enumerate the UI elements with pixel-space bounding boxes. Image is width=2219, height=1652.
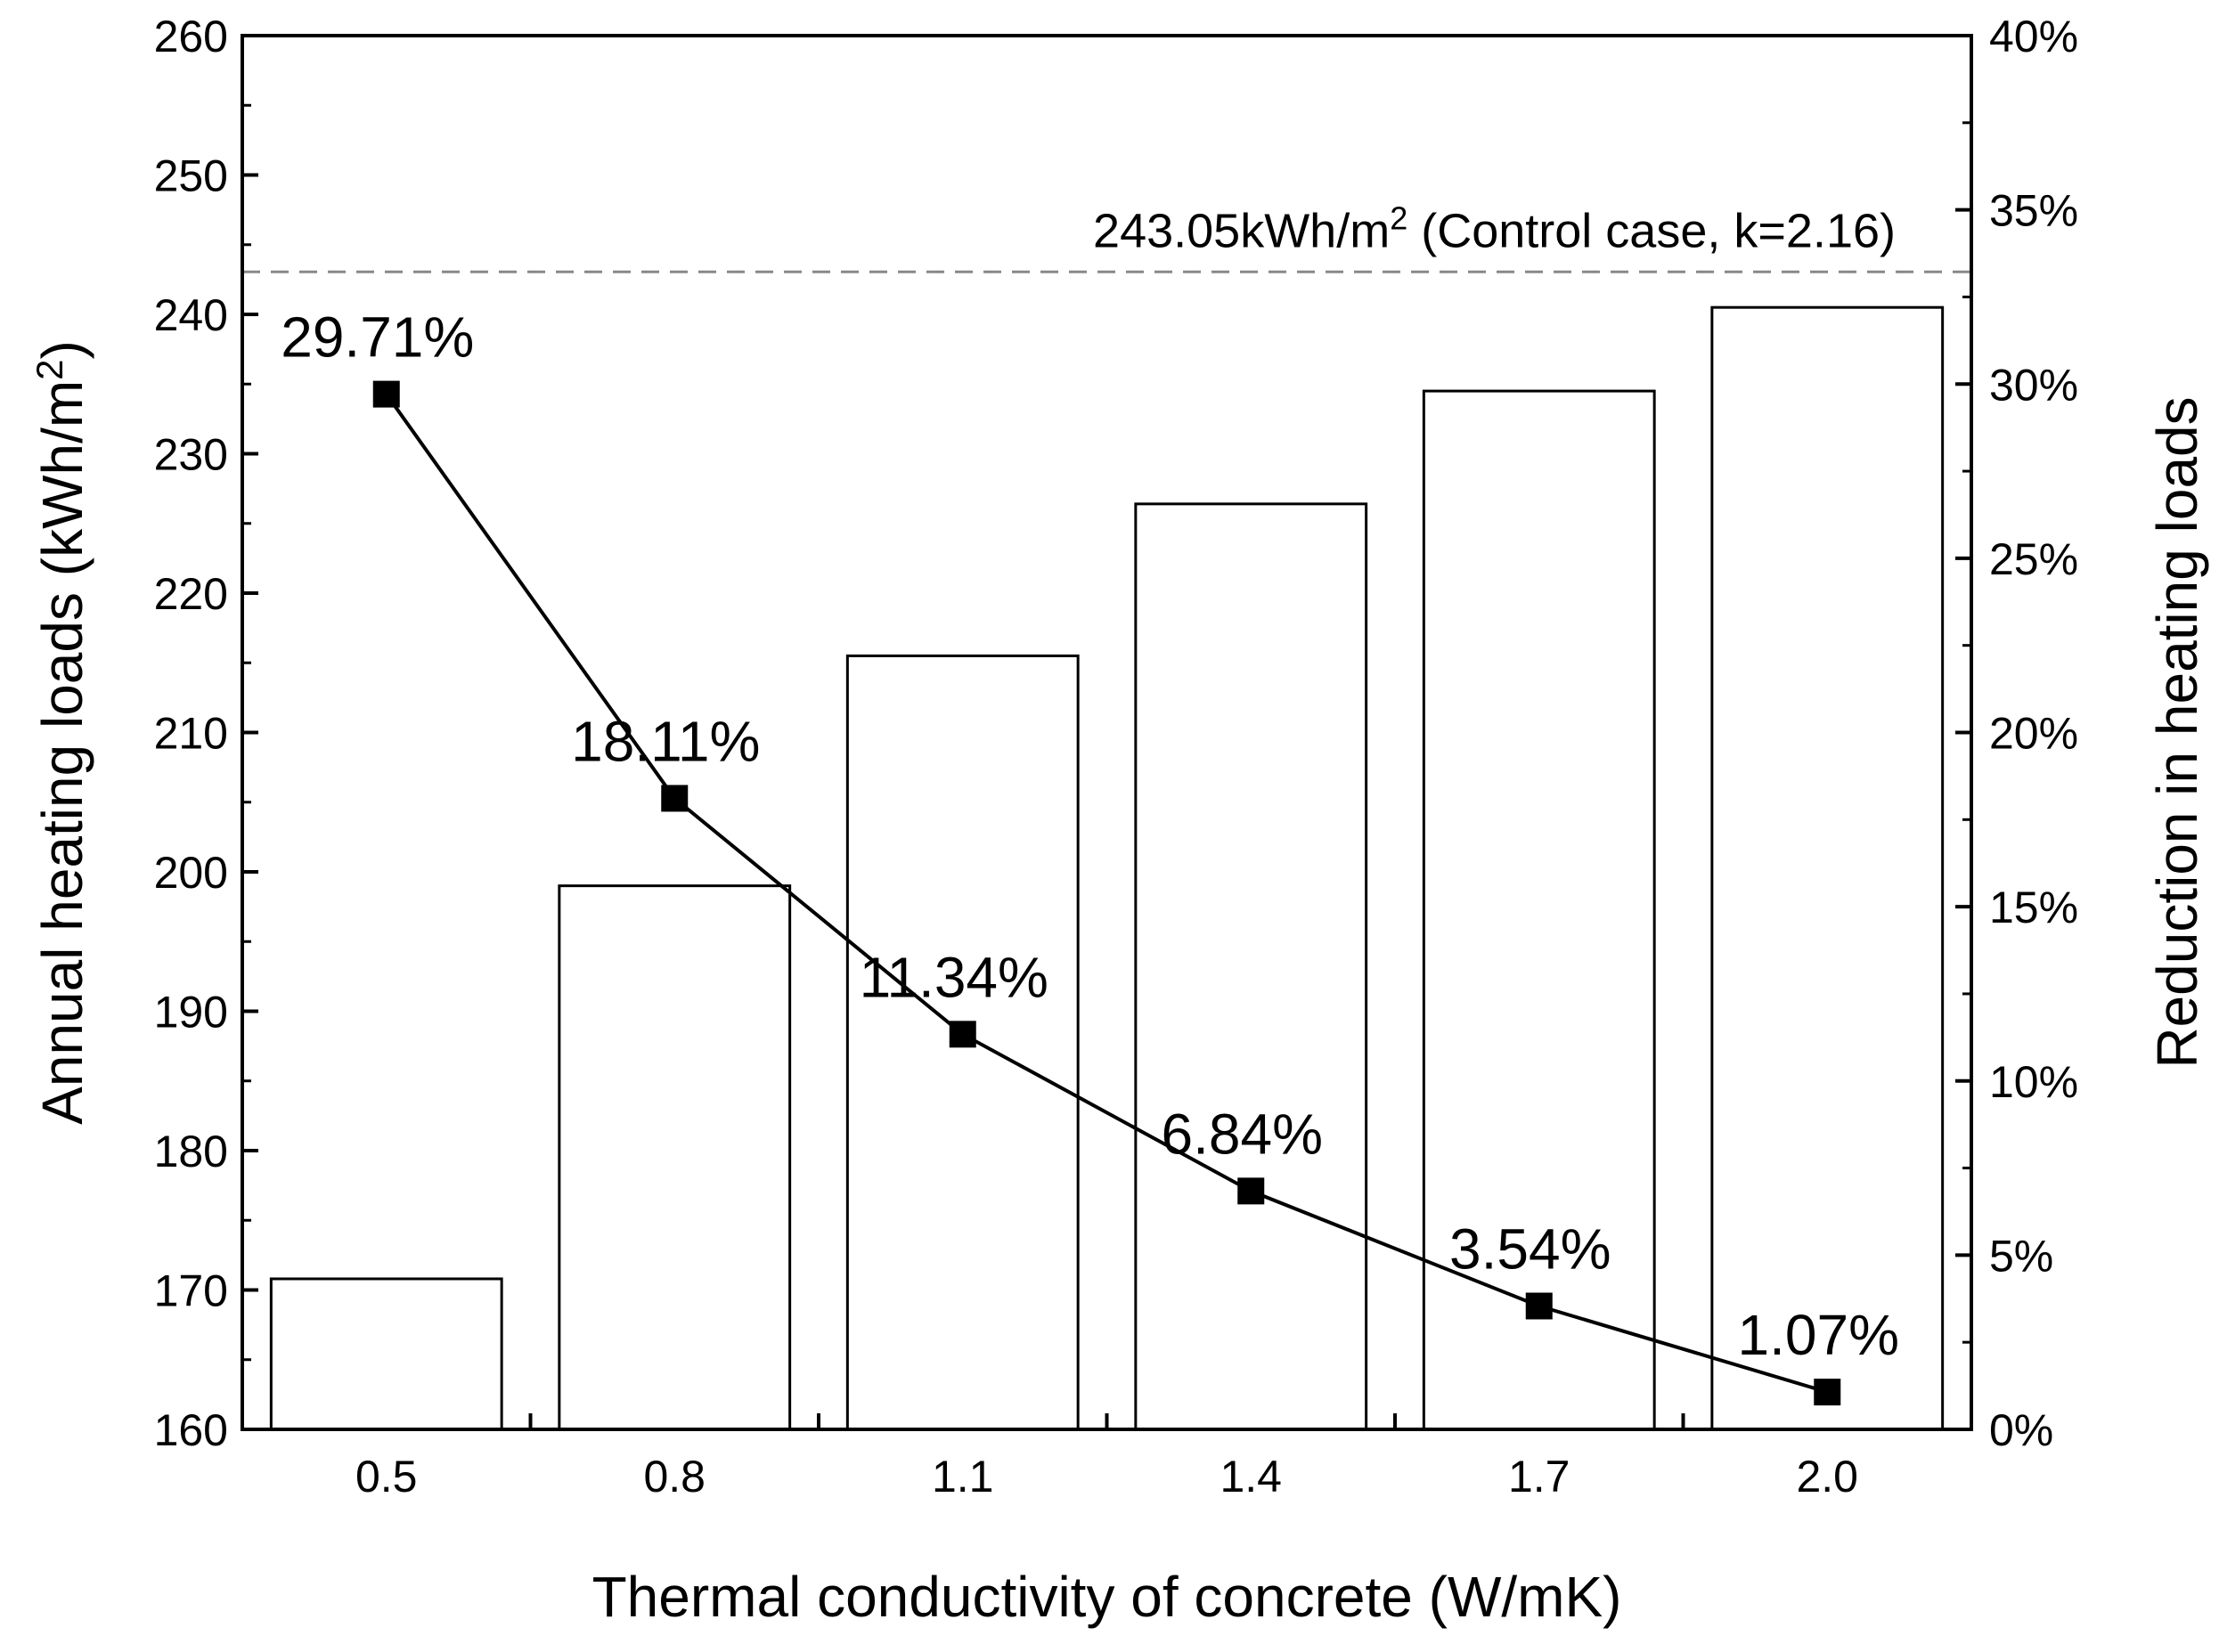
- bar-0.5: [269, 1277, 503, 1431]
- left-tick-label: 220: [154, 569, 228, 619]
- left-tick-label: 180: [154, 1127, 228, 1176]
- data-label-1.1: 11.34%: [860, 945, 1048, 1009]
- right-y-axis-title: Reduction in heating loads: [2145, 396, 2209, 1068]
- data-label-1.7: 3.54%: [1449, 1217, 1611, 1281]
- left-tick-label: 240: [154, 290, 228, 340]
- reduction-data-labels: 29.71% 18.11% 11.34% 6.84% 3.54% 1.07%: [281, 305, 1899, 1368]
- bar-2.0: [1710, 305, 1945, 1431]
- marker-0.8: [661, 785, 689, 812]
- right-tick-label: 30%: [1989, 360, 2078, 410]
- left-tick-label: 210: [154, 709, 228, 759]
- x-axis-title: Thermal conductivity of concrete (W/mK): [592, 1565, 1622, 1629]
- marker-1.4: [1237, 1177, 1265, 1205]
- x-tick-label: 1.1: [932, 1452, 994, 1501]
- left-tick-label: 230: [154, 430, 228, 480]
- right-tick-label: 35%: [1989, 186, 2078, 236]
- bar-series: [269, 305, 1945, 1431]
- x-tick-label: 0.5: [355, 1452, 418, 1501]
- right-tick-label: 25%: [1989, 534, 2078, 584]
- right-tick-label: 10%: [1989, 1057, 2078, 1107]
- right-tick-label: 0%: [1989, 1405, 2053, 1455]
- left-tick-label: 200: [154, 848, 228, 898]
- data-label-0.5: 29.71%: [281, 305, 474, 370]
- right-tick-label: 5%: [1989, 1231, 2053, 1281]
- marker-1.7: [1525, 1292, 1553, 1320]
- reduction-markers: [372, 380, 1841, 1406]
- data-label-1.4: 6.84%: [1162, 1102, 1323, 1166]
- right-tick-label: 40%: [1989, 12, 2078, 61]
- bar-1.7: [1422, 389, 1656, 1431]
- marker-2.0: [1814, 1379, 1841, 1406]
- control-case-reference-label: 243.05kWh/m2 (Control case, k=2.16): [1093, 199, 1896, 257]
- bar-0.8: [558, 884, 792, 1431]
- x-tick-label: 2.0: [1796, 1452, 1858, 1501]
- x-tick-label: 1.4: [1220, 1452, 1282, 1501]
- left-tick-label: 190: [154, 988, 228, 1038]
- reduction-line: [385, 393, 1828, 1395]
- right-tick-label: 20%: [1989, 709, 2078, 759]
- right-tick-label: 15%: [1989, 883, 2078, 932]
- left-y-axis: 160 170 180 190 200 210 220 230 240 250 260: [154, 12, 258, 1455]
- data-label-2.0: 1.07%: [1738, 1303, 1899, 1367]
- right-y-axis: 0% 5% 10% 15% 20% 25% 30% 35% 40%: [1955, 12, 2078, 1455]
- left-tick-label: 170: [154, 1266, 228, 1316]
- x-axis: 0.5 0.8 1.1 1.4 1.7 2.0: [355, 1413, 1858, 1501]
- marker-1.1: [949, 1021, 976, 1048]
- left-tick-label: 250: [154, 151, 228, 201]
- marker-0.5: [372, 380, 400, 408]
- left-tick-label: 260: [154, 12, 228, 61]
- bar-1.4: [1134, 502, 1368, 1431]
- left-tick-label: 160: [154, 1405, 228, 1455]
- data-label-0.8: 18.11%: [571, 709, 760, 773]
- left-y-axis-title: Annual heating loads (kWh/m2): [29, 340, 94, 1125]
- x-tick-label: 0.8: [643, 1452, 706, 1501]
- x-tick-label: 1.7: [1508, 1452, 1570, 1501]
